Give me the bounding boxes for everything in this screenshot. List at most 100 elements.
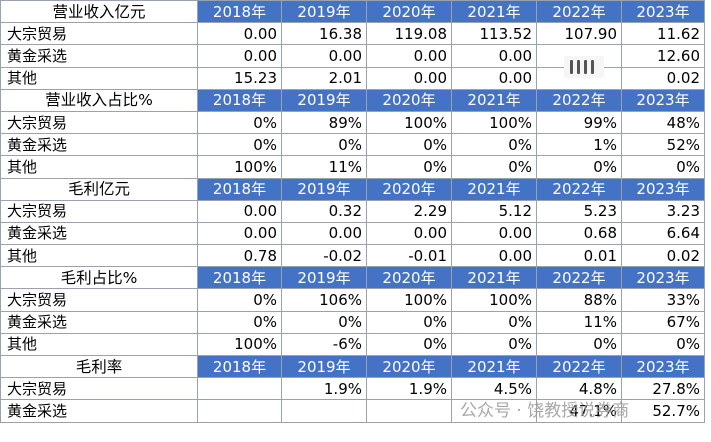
value-cell[interactable]: 0.00 xyxy=(366,221,452,246)
row-label-cell[interactable]: 黄金采选 xyxy=(0,133,198,157)
year-header-cell[interactable]: 2020年 xyxy=(366,266,452,290)
year-header-cell[interactable]: 2020年 xyxy=(366,354,452,379)
year-header-cell[interactable]: 2023年 xyxy=(621,177,705,201)
value-cell[interactable]: 5.23 xyxy=(536,199,622,223)
value-cell[interactable]: 0.00 xyxy=(197,44,282,68)
value-cell[interactable]: 88% xyxy=(536,288,622,312)
value-cell[interactable]: 100% xyxy=(451,110,537,135)
year-header-cell[interactable]: 2020年 xyxy=(366,88,452,112)
section-title[interactable]: 营业收入占比% xyxy=(0,88,198,112)
value-cell[interactable]: 100% xyxy=(366,288,452,312)
value-cell[interactable]: 0.32 xyxy=(281,199,367,223)
value-cell[interactable]: 0.68 xyxy=(536,221,622,246)
row-label-cell[interactable]: 黄金采选 xyxy=(0,310,198,334)
year-header-cell[interactable]: 2023年 xyxy=(621,266,705,290)
value-cell[interactable]: 2.29 xyxy=(366,199,452,223)
value-cell[interactable]: 0% xyxy=(197,288,282,312)
year-header-cell[interactable]: 2018年 xyxy=(197,354,282,379)
value-cell[interactable]: 107.90 xyxy=(536,22,622,46)
year-header-cell[interactable]: 2021年 xyxy=(451,266,537,290)
value-cell[interactable]: 47.1% xyxy=(536,399,622,423)
value-cell[interactable]: 0.00 xyxy=(451,44,537,68)
value-cell[interactable]: 1.9% xyxy=(281,377,367,401)
value-cell[interactable]: 0% xyxy=(536,155,622,179)
value-cell[interactable]: 0.00 xyxy=(197,199,282,223)
value-cell[interactable] xyxy=(197,399,282,423)
value-cell[interactable]: 0% xyxy=(621,155,705,179)
value-cell[interactable]: 106% xyxy=(281,288,367,312)
value-cell[interactable]: 27.8% xyxy=(621,377,705,401)
year-header-cell[interactable]: 2021年 xyxy=(451,0,537,24)
value-cell[interactable]: 113.52 xyxy=(451,22,537,46)
value-cell[interactable]: 2.01 xyxy=(281,66,367,90)
value-cell[interactable]: 100% xyxy=(197,155,282,179)
value-cell[interactable]: 0.00 xyxy=(451,221,537,246)
year-header-cell[interactable]: 2023年 xyxy=(621,0,705,24)
value-cell[interactable]: 6.64 xyxy=(621,221,705,246)
year-header-cell[interactable]: 2022年 xyxy=(536,0,622,24)
year-header-cell[interactable]: 2018年 xyxy=(197,177,282,201)
year-header-cell[interactable]: 2018年 xyxy=(197,266,282,290)
value-cell[interactable]: 5.12 xyxy=(451,199,537,223)
value-cell[interactable]: 0% xyxy=(281,310,367,334)
year-header-cell[interactable]: 2021年 xyxy=(451,88,537,112)
value-cell[interactable] xyxy=(451,399,537,423)
year-header-cell[interactable]: 2021年 xyxy=(451,177,537,201)
year-header-cell[interactable]: 2020年 xyxy=(366,177,452,201)
row-label-cell[interactable]: 大宗贸易 xyxy=(0,110,198,135)
value-cell[interactable]: 0.02 xyxy=(621,66,705,90)
value-cell[interactable]: 0.00 xyxy=(451,244,537,268)
value-cell[interactable]: 0.01 xyxy=(536,244,622,268)
row-label-cell[interactable]: 其他 xyxy=(0,332,198,357)
section-title[interactable]: 毛利亿元 xyxy=(0,177,198,201)
section-title[interactable]: 毛利占比% xyxy=(0,266,198,290)
value-cell[interactable]: 11% xyxy=(536,310,622,334)
row-label-cell[interactable]: 大宗贸易 xyxy=(0,288,198,312)
year-header-cell[interactable]: 2021年 xyxy=(451,354,537,379)
value-cell[interactable]: -6% xyxy=(281,332,367,357)
value-cell[interactable]: 0.00 xyxy=(281,221,367,246)
value-cell[interactable]: 0% xyxy=(197,110,282,135)
value-cell[interactable]: 0% xyxy=(366,332,452,357)
row-label-cell[interactable]: 大宗贸易 xyxy=(0,22,198,46)
value-cell[interactable]: 0% xyxy=(536,332,622,357)
value-cell[interactable]: 0% xyxy=(621,332,705,357)
year-header-cell[interactable]: 2022年 xyxy=(536,177,622,201)
value-cell[interactable]: 89% xyxy=(281,110,367,135)
value-cell[interactable]: 0.00 xyxy=(451,66,537,90)
year-header-cell[interactable]: 2019年 xyxy=(281,0,367,24)
section-title[interactable]: 营业收入亿元 xyxy=(0,0,198,24)
year-header-cell[interactable]: 2018年 xyxy=(197,88,282,112)
value-cell[interactable] xyxy=(197,377,282,401)
value-cell[interactable]: 0% xyxy=(366,133,452,157)
value-cell[interactable]: 0.78 xyxy=(197,244,282,268)
year-header-cell[interactable]: 2022年 xyxy=(536,88,622,112)
value-cell[interactable]: 0% xyxy=(451,332,537,357)
value-cell[interactable]: -0.01 xyxy=(366,244,452,268)
year-header-cell[interactable]: 2020年 xyxy=(366,0,452,24)
value-cell[interactable] xyxy=(366,399,452,423)
value-cell[interactable]: 12.60 xyxy=(621,44,705,68)
value-cell[interactable]: 0% xyxy=(451,155,537,179)
value-cell[interactable]: 52.7% xyxy=(621,399,705,423)
value-cell[interactable]: 16.38 xyxy=(281,22,367,46)
row-label-cell[interactable]: 大宗贸易 xyxy=(0,377,198,401)
value-cell[interactable]: 119.08 xyxy=(366,22,452,46)
value-cell[interactable]: 4.5% xyxy=(451,377,537,401)
row-label-cell[interactable]: 黄金采选 xyxy=(0,44,198,68)
row-label-cell[interactable]: 大宗贸易 xyxy=(0,199,198,223)
value-cell[interactable]: 0.00 xyxy=(281,44,367,68)
year-header-cell[interactable]: 2023年 xyxy=(621,88,705,112)
year-header-cell[interactable]: 2019年 xyxy=(281,177,367,201)
value-cell[interactable]: 0% xyxy=(197,133,282,157)
value-cell[interactable]: 0.00 xyxy=(197,22,282,46)
value-cell[interactable]: 0.00 xyxy=(366,66,452,90)
value-cell[interactable]: 11% xyxy=(281,155,367,179)
value-cell[interactable]: 0.00 xyxy=(197,221,282,246)
value-cell[interactable]: 0% xyxy=(366,155,452,179)
value-cell[interactable]: 3.23 xyxy=(621,199,705,223)
value-cell[interactable]: 11.62 xyxy=(621,22,705,46)
year-header-cell[interactable]: 2019年 xyxy=(281,354,367,379)
section-title[interactable]: 毛利率 xyxy=(0,354,198,379)
value-cell[interactable]: 52% xyxy=(621,133,705,157)
